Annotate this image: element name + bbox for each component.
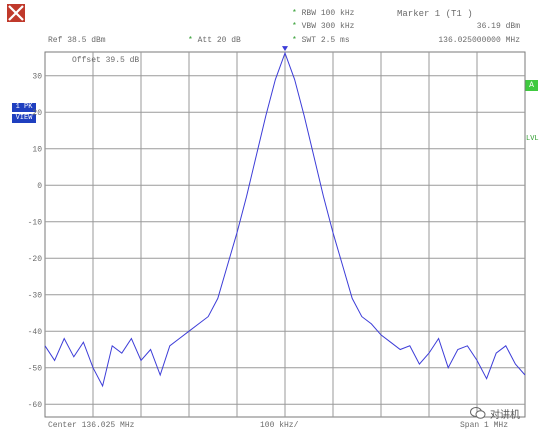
- attenuation-value: Att 20 dB: [197, 36, 241, 45]
- swt-readout: * SWT 2.5 ms: [292, 36, 350, 45]
- lvl-indicator: LVL: [526, 135, 539, 143]
- rbw-readout: * RBW 100 kHz: [292, 9, 354, 18]
- marker-a-indicator: A: [525, 80, 538, 91]
- wechat-icon: [470, 407, 486, 419]
- span-readout: Span 1 MHz: [460, 421, 509, 430]
- marker-frequency: 136.025000000 MHz: [438, 36, 520, 45]
- rbw-value: RBW 100 kHz: [301, 9, 355, 18]
- y-tick-label: 20: [32, 109, 42, 118]
- vbw-value: VBW 300 kHz: [301, 22, 355, 31]
- swt-coupled-marker: *: [292, 36, 297, 45]
- ref-level-readout: Ref 38.5 dBm: [48, 36, 106, 45]
- y-tick-label: 0: [37, 182, 42, 191]
- y-tick-label: 10: [32, 146, 42, 155]
- center-frequency: Center 136.025 MHz: [48, 421, 135, 430]
- attenuation-readout: * Att 20 dB: [188, 36, 241, 45]
- marker-title: Marker 1 (T1 ): [397, 9, 473, 19]
- trace-view-label: VIEW: [12, 114, 36, 123]
- y-tick-label: -20: [28, 255, 43, 264]
- trace-pk-label: 1 PK: [12, 103, 36, 112]
- spectrum-trace: [44, 51, 526, 388]
- rohde-schwarz-logo: [7, 4, 25, 22]
- att-coupled-marker: *: [188, 36, 193, 45]
- y-tick-label: 30: [32, 73, 42, 82]
- y-tick-label: -40: [28, 328, 43, 337]
- plot-grid: [44, 51, 526, 418]
- rbw-coupled-marker: *: [292, 9, 297, 18]
- y-tick-label: -30: [28, 292, 43, 301]
- watermark-text: 对讲机: [490, 410, 520, 421]
- marker-level: 36.19 dBm: [476, 22, 520, 31]
- y-tick-label: -50: [28, 365, 43, 374]
- vbw-readout: * VBW 300 kHz: [292, 22, 354, 31]
- y-tick-label: -60: [28, 401, 43, 410]
- watermark: 对讲机: [470, 404, 540, 424]
- marker-1-symbol: [282, 46, 288, 52]
- y-tick-labels: 30 20 10 0 -10 -20 -30 -40 -50 -60: [28, 73, 43, 411]
- vbw-coupled-marker: *: [292, 22, 297, 31]
- swt-value: SWT 2.5 ms: [301, 36, 350, 45]
- frequency-per-div: 100 kHz/: [260, 421, 299, 430]
- marker-triangle: [282, 46, 288, 52]
- y-tick-label: -10: [28, 219, 43, 228]
- offset-readout: Offset 39.5 dB: [72, 56, 140, 65]
